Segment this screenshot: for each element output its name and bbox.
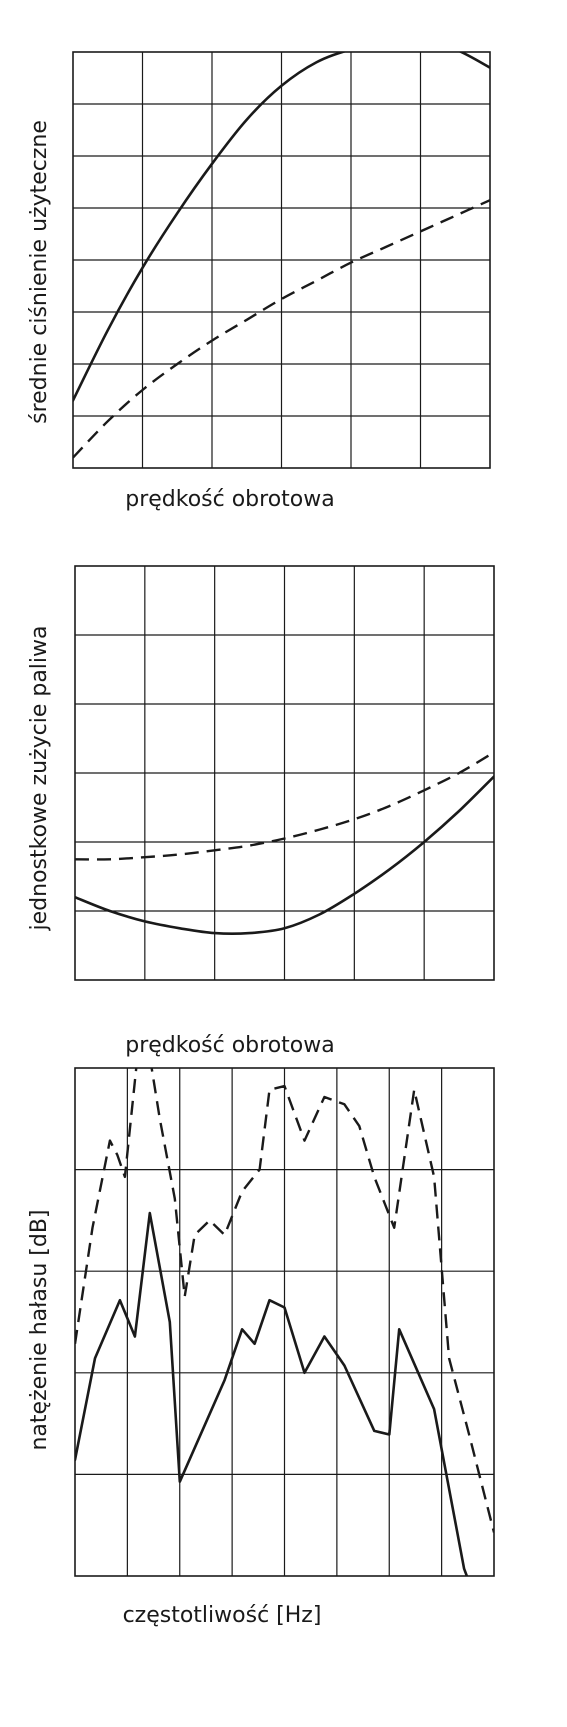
chart-1-xlabel: prędkość obrotowa	[125, 487, 334, 512]
chart-2: prędkość obrotowa jednostkowe zużycie pa…	[27, 565, 495, 1058]
chart-1-frame	[72, 51, 491, 469]
chart-2-series-dashed	[75, 751, 494, 861]
chart-3-frame	[74, 1067, 495, 1577]
chart-2-grid	[74, 565, 495, 981]
chart-1-series	[73, 52, 490, 459]
chart-1: prędkość obrotowa średnie ciśnienie użyt…	[27, 51, 491, 512]
chart-3-ylabel: natężenie hałasu [dB]	[27, 1209, 52, 1450]
chart-3: częstotliwość [Hz] natężenie hałasu [dB]	[27, 1067, 495, 1628]
chart-1-series-solid	[73, 52, 490, 402]
chart-3-xlabel: częstotliwość [Hz]	[123, 1603, 322, 1628]
chart-2-xlabel: prędkość obrotowa	[125, 1033, 334, 1058]
chart-3-series-dashed	[75, 1068, 494, 1533]
chart-3-series	[75, 1068, 494, 1576]
chart-2-ylabel: jednostkowe zużycie paliwa	[27, 626, 52, 932]
chart-3-series-solid	[75, 1211, 469, 1576]
chart-1-series-dashed	[73, 199, 490, 459]
chart-3-grid	[74, 1067, 495, 1577]
chart-2-frame	[74, 565, 495, 981]
chart-2-series	[75, 751, 494, 935]
chart-2-series-solid	[75, 775, 494, 935]
chart-1-ylabel: średnie ciśnienie użyteczne	[27, 120, 52, 424]
chart-1-grid	[72, 51, 491, 469]
